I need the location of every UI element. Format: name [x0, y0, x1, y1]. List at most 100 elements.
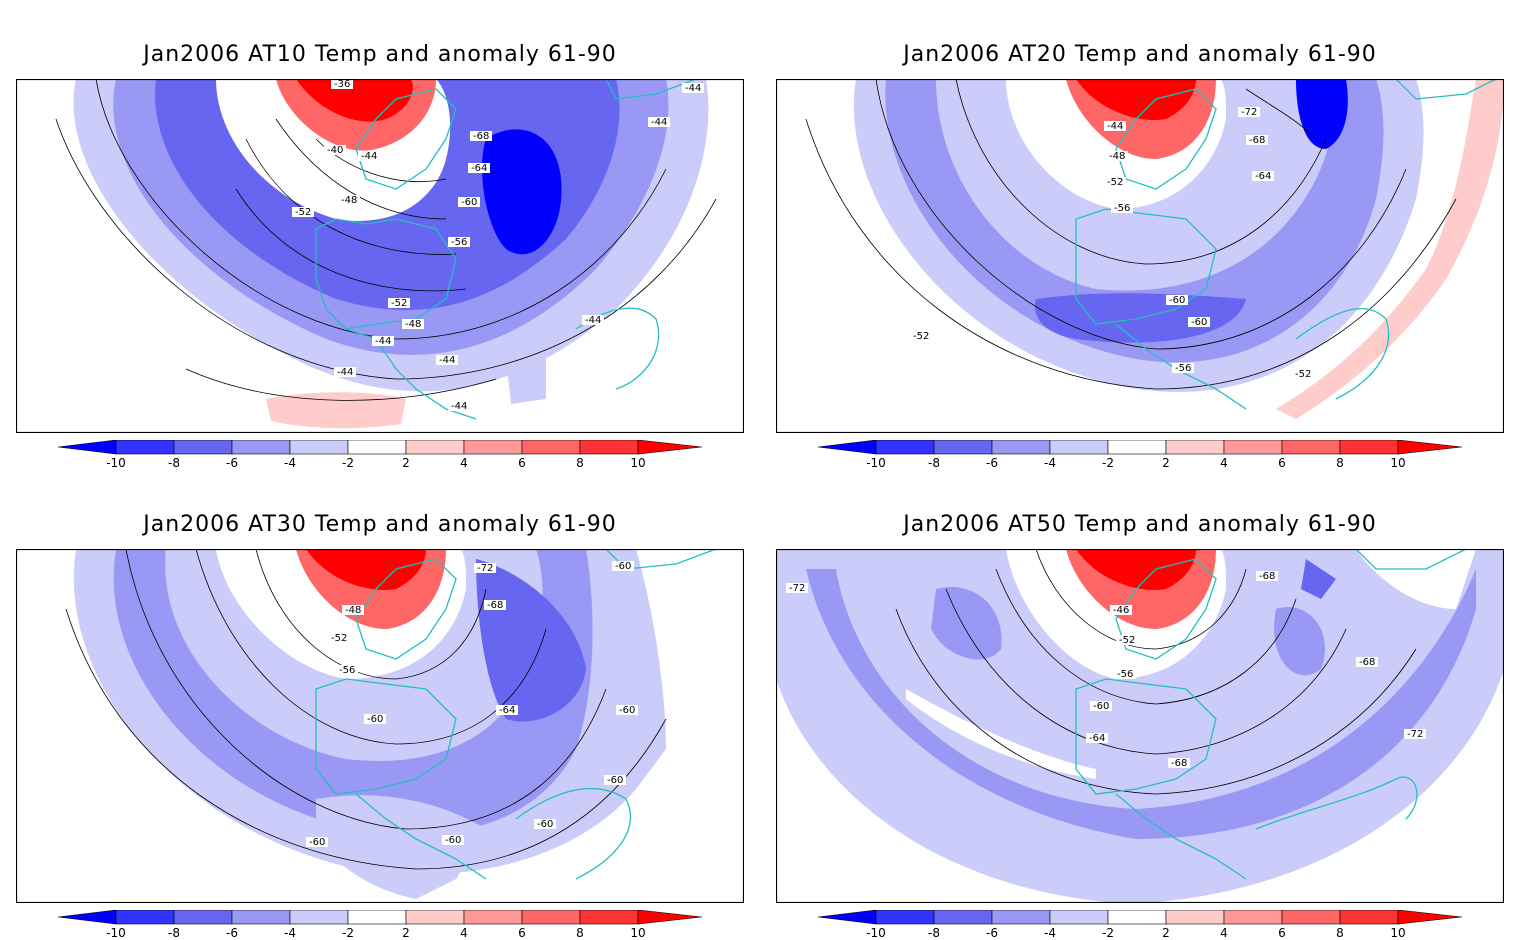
contour-label: -60 [1188, 317, 1210, 328]
contour-label: -68 [1356, 657, 1378, 668]
colorbar-tick: 6 [1278, 926, 1286, 940]
panel-at30: Jan2006 AT30 Temp and anomaly 61-90 -48 … [0, 470, 760, 940]
svg-text:-56: -56 [1114, 203, 1130, 214]
contour-label: -56 [1111, 203, 1133, 214]
svg-text:-72: -72 [1407, 729, 1423, 740]
contour-label: -44 [648, 117, 670, 128]
colorbar-tick: 10 [630, 926, 645, 940]
colorbar: -10 -8 -6 -4 -2 2 4 6 8 10 [818, 440, 1462, 470]
svg-text:-64: -64 [1089, 733, 1105, 744]
contour-label: -52 [292, 207, 314, 218]
panel-at50: Jan2006 AT50 Temp and anomaly 61-90 -4 [760, 470, 1520, 940]
contour-label: -72 [786, 583, 808, 594]
svg-text:-56: -56 [1117, 669, 1133, 680]
colorbar-tick: 10 [1390, 926, 1405, 940]
svg-text:-52: -52 [391, 298, 407, 309]
map-at10: -36 -40 -44 -48 -52 -56 -60 -64 -68 -44 … [16, 79, 744, 433]
svg-text:-36: -36 [334, 79, 350, 90]
colorbar-tick: 2 [402, 926, 410, 940]
contour-label: -60 [364, 714, 386, 725]
svg-text:-72: -72 [477, 563, 493, 574]
contour-label: -56 [1172, 363, 1194, 374]
svg-text:-44: -44 [585, 315, 601, 326]
svg-text:-48: -48 [405, 319, 421, 330]
svg-text:-64: -64 [1255, 171, 1271, 182]
svg-text:-44: -44 [361, 151, 377, 162]
contour-label: -52 [1104, 177, 1126, 188]
svg-text:-48: -48 [1109, 151, 1125, 162]
colorbar-tick: 8 [576, 926, 584, 940]
panel-title: Jan2006 AT20 Temp and anomaly 61-90 [903, 42, 1377, 67]
contour-label: -68 [484, 600, 506, 611]
colorbar-tick: -2 [342, 456, 354, 470]
svg-text:-60: -60 [309, 837, 325, 848]
contour-label: -44 [1104, 121, 1126, 132]
contour-label: -44 [448, 401, 470, 412]
svg-text:-48: -48 [341, 195, 357, 206]
colorbar-tick: -8 [168, 926, 180, 940]
contour-label: -56 [1114, 669, 1136, 680]
colorbar-tick: 8 [1336, 456, 1344, 470]
contour-label: -48 [1106, 151, 1128, 162]
colorbar-tick: -6 [226, 456, 238, 470]
svg-text:-60: -60 [1093, 701, 1109, 712]
contour-label: -68 [470, 131, 492, 142]
svg-text:-56: -56 [1175, 363, 1191, 374]
colorbar-tick: -10 [866, 456, 886, 470]
colorbar-tick: 8 [1336, 926, 1344, 940]
contour-label: -64 [468, 163, 490, 174]
svg-text:-60: -60 [461, 197, 477, 208]
contour-label: -60 [1090, 701, 1112, 712]
colorbar-tick: 6 [1278, 456, 1286, 470]
svg-text:-44: -44 [337, 367, 353, 378]
svg-text:-52: -52 [1295, 369, 1311, 380]
svg-text:-64: -64 [471, 163, 487, 174]
contour-label: -60 [534, 819, 556, 830]
contour-label: -52 [388, 298, 410, 309]
contour-label: -60 [306, 837, 328, 848]
contour-label: -44 [358, 151, 380, 162]
colorbar-tick: 4 [1220, 456, 1228, 470]
svg-text:-68: -68 [487, 600, 503, 611]
colorbar-tick: 4 [1220, 926, 1228, 940]
contour-label: -44 [582, 315, 604, 326]
contour-label: -60 [612, 561, 634, 572]
map-at30: -48 -52 -56 -60 -72 -68 -64 -60 -60 -60 … [16, 549, 744, 903]
svg-text:-44: -44 [1107, 121, 1123, 132]
contour-label: -64 [496, 705, 518, 716]
svg-text:-60: -60 [1169, 295, 1185, 306]
colorbar-tick: -4 [1044, 926, 1056, 940]
svg-text:-60: -60 [445, 835, 461, 846]
panel-title: Jan2006 AT30 Temp and anomaly 61-90 [143, 512, 617, 537]
panel-at20: Jan2006 AT20 Temp and anomaly 61-90 -44 … [760, 0, 1520, 470]
colorbar-tick: 2 [1162, 926, 1170, 940]
colorbar-tick: -2 [1102, 926, 1114, 940]
panel-title: Jan2006 AT10 Temp and anomaly 61-90 [143, 42, 617, 67]
map-at20: -44 -48 -52 -56 -72 -68 -64 -60 -60 -56 … [776, 79, 1504, 433]
svg-text:-46: -46 [1113, 605, 1129, 616]
contour-label: -52 [1292, 369, 1314, 380]
contour-label: -40 [324, 145, 346, 156]
colorbar-tick: -8 [168, 456, 180, 470]
contour-label: -52 [910, 331, 932, 342]
colorbar-tick: -10 [106, 456, 126, 470]
svg-text:-68: -68 [1359, 657, 1375, 668]
svg-text:-44: -44 [685, 83, 701, 94]
svg-text:-52: -52 [913, 331, 929, 342]
colorbar-tick: 8 [576, 456, 584, 470]
colorbar-tick: -4 [284, 926, 296, 940]
contour-label: -44 [372, 336, 394, 347]
contour-label: -44 [436, 355, 458, 366]
panel-title: Jan2006 AT50 Temp and anomaly 61-90 [903, 512, 1377, 537]
colorbar-tick: -4 [1044, 456, 1056, 470]
svg-text:-44: -44 [439, 355, 455, 366]
svg-text:-60: -60 [367, 714, 383, 725]
svg-text:-52: -52 [1107, 177, 1123, 188]
colorbar-tick: 2 [1162, 456, 1170, 470]
contour-label: -48 [342, 605, 364, 616]
svg-text:-44: -44 [651, 117, 667, 128]
svg-text:-72: -72 [789, 583, 805, 594]
contour-label: -56 [448, 237, 470, 248]
colorbar-tick: -4 [284, 456, 296, 470]
colorbar-tick: -6 [986, 456, 998, 470]
